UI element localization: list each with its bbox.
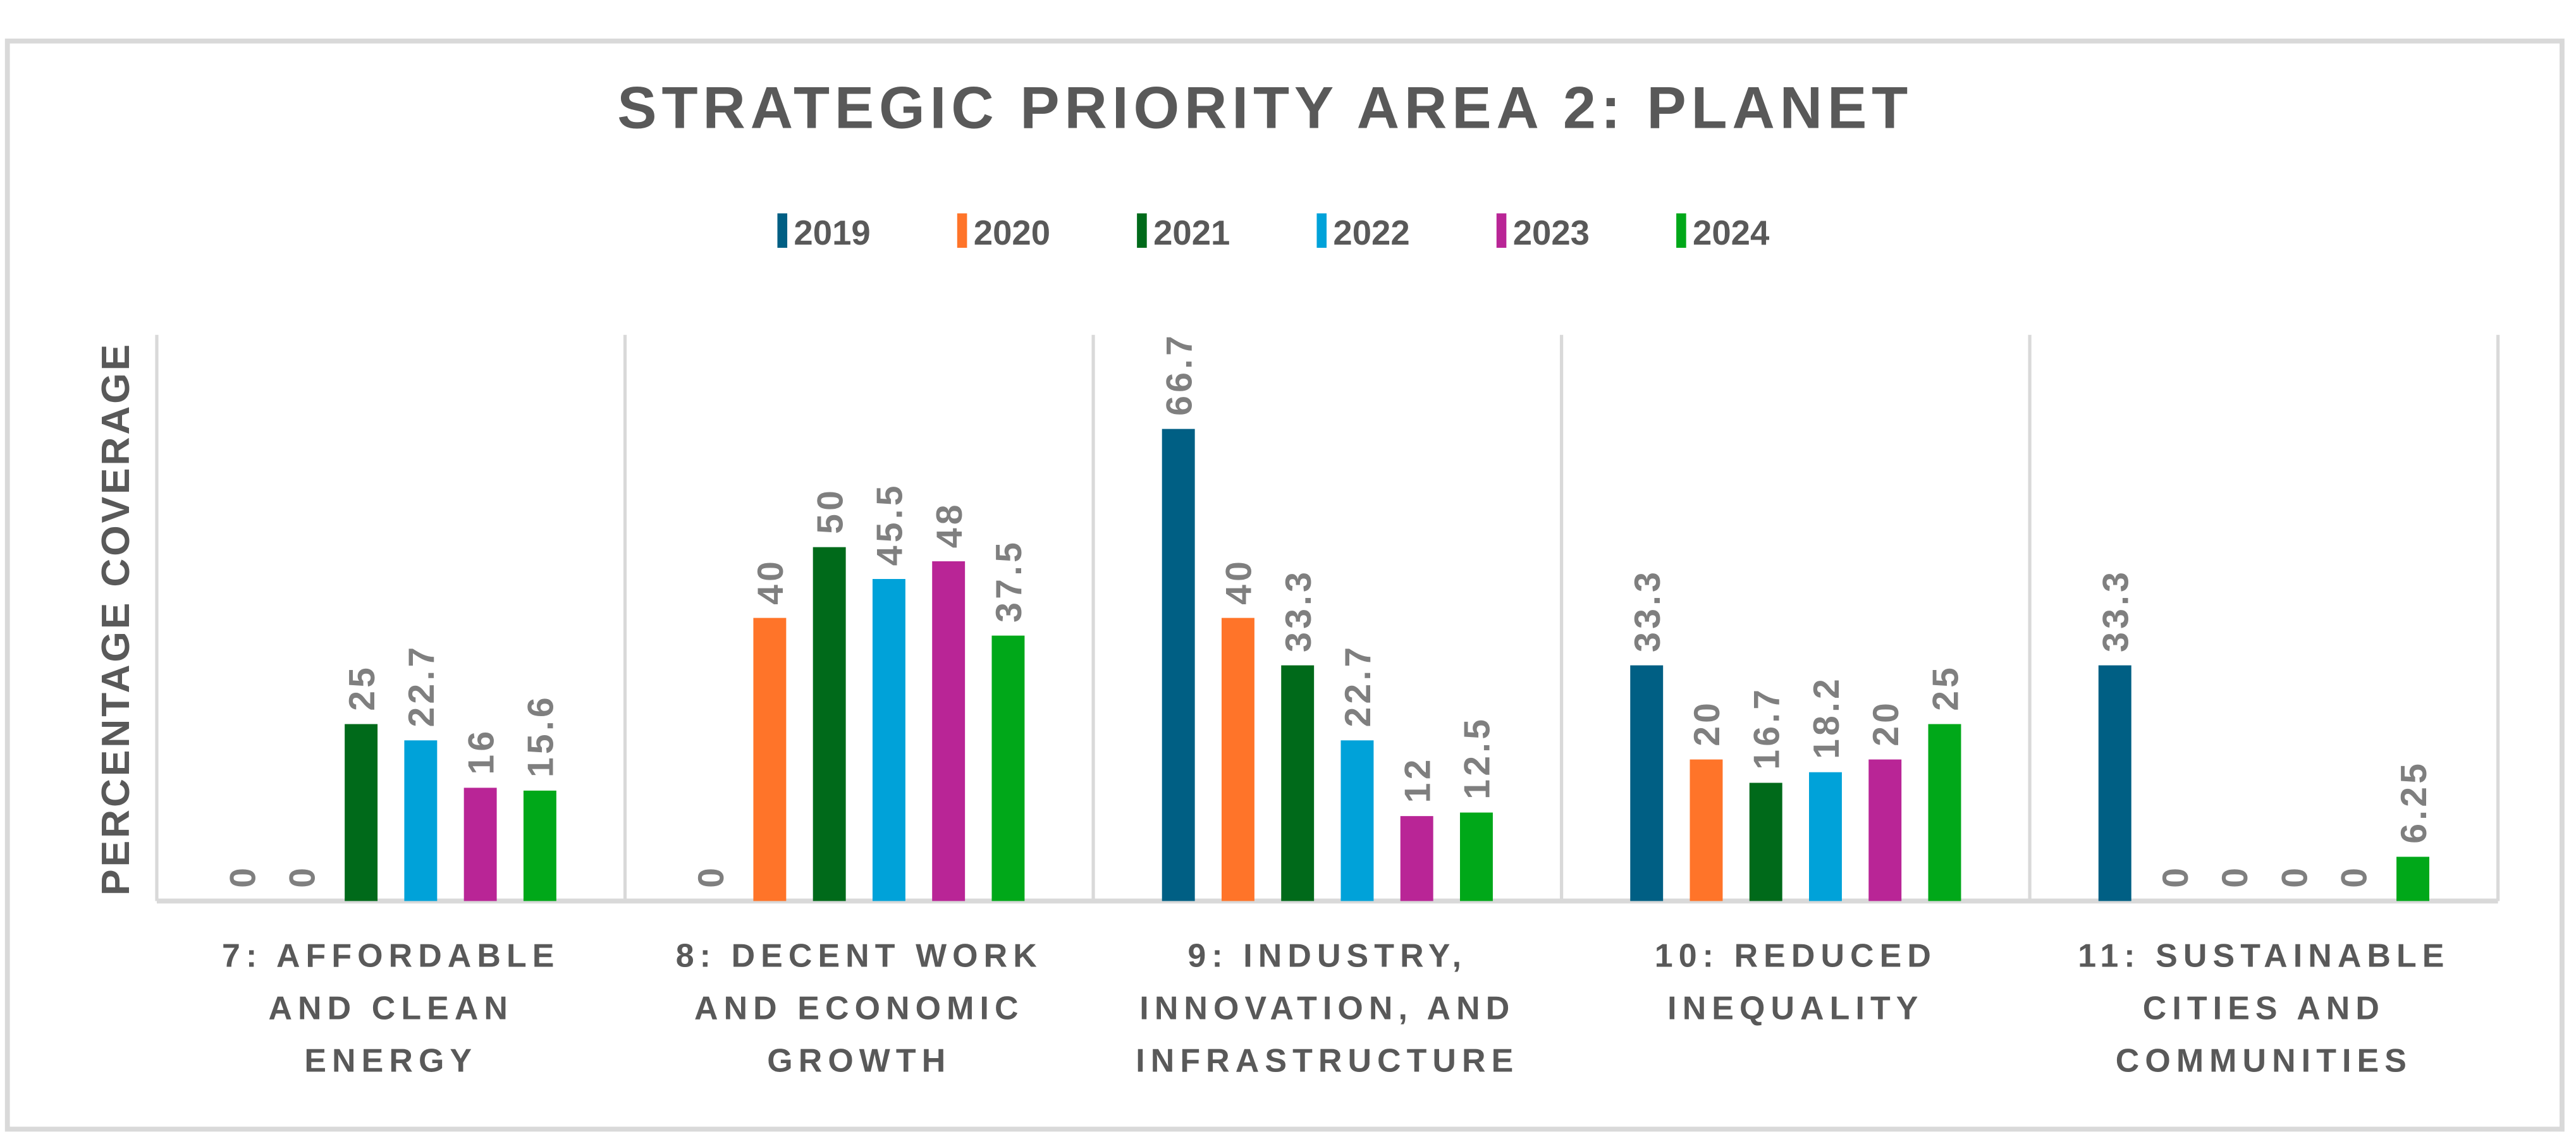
chart-frame bbox=[4, 39, 2565, 1132]
data-label-2020-cat1: 0 bbox=[283, 865, 323, 888]
data-label-2023-cat4: 20 bbox=[1866, 700, 1906, 746]
data-label-2019-cat4: 33.3 bbox=[1628, 569, 1668, 652]
data-label-2021-cat2: 50 bbox=[810, 487, 850, 534]
data-label-2024-cat4: 25 bbox=[1925, 664, 1966, 711]
category-label: CITIES AND bbox=[2143, 990, 2385, 1026]
legend-label-2020: 2020 bbox=[974, 214, 1050, 252]
data-label-2023-cat3: 12 bbox=[1397, 756, 1438, 803]
bar-2022-cat3 bbox=[1340, 740, 1374, 901]
data-label-2019-cat3: 66.7 bbox=[1159, 332, 1199, 416]
data-label-2019-cat1: 0 bbox=[223, 865, 263, 888]
bar-2021-cat2 bbox=[813, 547, 846, 901]
bar-2022-cat2 bbox=[872, 579, 905, 901]
category-label: AND CLEAN bbox=[268, 990, 513, 1026]
legend: 2019 2020 2021 2022 2023 2024 bbox=[777, 213, 1770, 252]
bar-2021-cat3 bbox=[1281, 665, 1315, 901]
bar-2024-cat3 bbox=[1459, 812, 1493, 901]
bar-2020-cat4 bbox=[1690, 759, 1723, 901]
bar-2021-cat1 bbox=[345, 724, 378, 901]
data-label-2022-cat3: 22.7 bbox=[1338, 644, 1378, 728]
legend-label-2019: 2019 bbox=[794, 214, 870, 252]
category-label: INNOVATION, AND bbox=[1139, 990, 1515, 1026]
category-label: 11: SUSTAINABLE bbox=[2078, 937, 2450, 974]
bar-2020-cat2 bbox=[753, 618, 787, 901]
bar-2023-cat2 bbox=[932, 561, 966, 901]
y-axis-label: PERCENTAGE COVERAGE bbox=[94, 342, 138, 896]
legend-swatch-2024 bbox=[1676, 213, 1686, 248]
legend-label-2023: 2023 bbox=[1513, 214, 1590, 252]
category-label: ENERGY bbox=[304, 1043, 477, 1080]
legend-swatch-2021 bbox=[1137, 213, 1147, 248]
legend-label-2021: 2021 bbox=[1153, 214, 1230, 252]
data-label-2020-cat3: 40 bbox=[1219, 558, 1260, 605]
category-label: 7: AFFORDABLE bbox=[222, 937, 560, 974]
category-label: 9: INDUSTRY, bbox=[1187, 937, 1467, 974]
bar-2024-cat5 bbox=[2396, 856, 2429, 901]
category-label: GROWTH bbox=[767, 1043, 951, 1080]
data-label-2020-cat5: 0 bbox=[2156, 865, 2196, 888]
bar-2021-cat4 bbox=[1749, 783, 1782, 901]
data-label-2024-cat5: 6.25 bbox=[2394, 760, 2434, 844]
bar-2024-cat4 bbox=[1928, 724, 1961, 901]
chart-title: STRATEGIC PRIORITY AREA 2: PLANET bbox=[617, 75, 1913, 141]
bar-2024-cat2 bbox=[991, 635, 1025, 901]
bar-2022-cat1 bbox=[404, 740, 438, 901]
data-label-2021-cat3: 33.3 bbox=[1279, 569, 1319, 652]
bar-2019-cat5 bbox=[2098, 665, 2131, 901]
data-label-2021-cat4: 16.7 bbox=[1746, 686, 1787, 770]
category-label: INFRASTRUCTURE bbox=[1136, 1043, 1519, 1080]
data-label-2020-cat4: 20 bbox=[1687, 700, 1727, 746]
legend-label-2022: 2022 bbox=[1333, 214, 1409, 252]
data-label-2022-cat2: 45.5 bbox=[870, 482, 911, 566]
data-label-2024-cat3: 12.5 bbox=[1457, 716, 1498, 800]
legend-swatch-2022 bbox=[1316, 213, 1327, 248]
category-label: 10: REDUCED bbox=[1655, 937, 1937, 974]
legend-swatch-2023 bbox=[1496, 213, 1507, 248]
category-label: COMMUNITIES bbox=[2116, 1043, 2412, 1080]
category-label: 8: DECENT WORK bbox=[676, 937, 1043, 974]
data-label-2022-cat5: 0 bbox=[2274, 865, 2315, 888]
data-label-2021-cat1: 25 bbox=[342, 664, 383, 711]
data-label-2019-cat2: 0 bbox=[691, 865, 732, 888]
data-label-2022-cat1: 22.7 bbox=[402, 644, 442, 728]
data-label-2020-cat2: 40 bbox=[751, 558, 791, 605]
category-label: AND ECONOMIC bbox=[694, 990, 1024, 1026]
data-label-2024-cat1: 15.6 bbox=[521, 694, 561, 777]
data-label-2019-cat5: 33.3 bbox=[2096, 569, 2137, 652]
data-label-2023-cat1: 16 bbox=[461, 728, 501, 775]
legend-label-2024: 2024 bbox=[1693, 214, 1770, 252]
bar-2023-cat3 bbox=[1400, 816, 1433, 901]
bar-2019-cat3 bbox=[1162, 429, 1195, 901]
bar-2023-cat4 bbox=[1868, 759, 1902, 901]
legend-swatch-2020 bbox=[957, 213, 967, 248]
data-label-2023-cat5: 0 bbox=[2334, 865, 2375, 888]
bar-2020-cat3 bbox=[1221, 618, 1254, 901]
data-label-2023-cat2: 48 bbox=[929, 501, 970, 548]
data-label-2024-cat2: 37.5 bbox=[989, 539, 1029, 623]
legend-swatch-2019 bbox=[777, 213, 788, 248]
data-label-2021-cat5: 0 bbox=[2215, 865, 2255, 888]
bar-2023-cat1 bbox=[463, 788, 497, 901]
bar-2022-cat4 bbox=[1809, 772, 1842, 901]
data-label-2022-cat4: 18.2 bbox=[1806, 676, 1847, 759]
category-label: INEQUALITY bbox=[1667, 990, 1923, 1026]
bar-2019-cat4 bbox=[1630, 665, 1664, 901]
bar-2024-cat1 bbox=[523, 790, 556, 901]
